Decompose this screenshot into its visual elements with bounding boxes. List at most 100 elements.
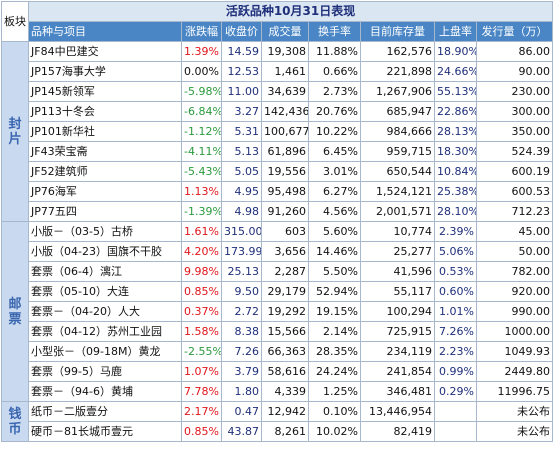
cell-change: 1.58% xyxy=(181,321,222,342)
cell-close: 8.38 xyxy=(221,321,262,342)
cell-volume: 91,260 xyxy=(261,201,309,222)
cell-stock: 55,117 xyxy=(360,281,435,302)
header-listing: 上盘率 xyxy=(434,21,477,42)
cell-name: JP77五四 xyxy=(28,201,182,222)
cell-change: 2.17% xyxy=(181,401,222,422)
table-row: JP76海军 1.13% 4.95 95,498 6.27% 1,524,121 25.38… xyxy=(2,181,554,202)
cell-stock: 1,524,121 xyxy=(360,181,435,202)
cell-name: 套票（05-10）大连 xyxy=(28,281,182,302)
cell-close: 0.47 xyxy=(221,401,262,422)
cell-stock: 82,419 xyxy=(360,421,435,442)
cell-issue: 600.19 xyxy=(475,161,554,182)
cell-listing: 25.38% xyxy=(434,181,477,202)
cell-turnover: 19.15% xyxy=(308,301,361,322)
header-name: 品种与项目 xyxy=(28,21,182,42)
cell-listing: 2.39% xyxy=(434,221,477,242)
cell-volume: 2,287 xyxy=(261,261,309,282)
cell-turnover: 20.76% xyxy=(308,101,361,122)
cell-name: 套票（06-4）漓江 xyxy=(28,261,182,282)
cell-volume: 19,292 xyxy=(261,301,309,322)
table-row: 硬币－81长城币壹元 0.85% 43.87 8,261 10.02% 82,419 未公布 xyxy=(2,421,554,442)
table-row: JP157海事大学 0.00% 12.53 1,461 0.66% 221,898 24.6… xyxy=(2,61,554,82)
cell-change: 0.85% xyxy=(181,421,222,442)
cell-change: 4.20% xyxy=(181,241,222,262)
cell-volume: 58,616 xyxy=(261,361,309,382)
cell-issue: 50.00 xyxy=(475,241,554,262)
table-row: 套票－（04-20）人大 0.37% 2.72 19,292 19.15% 100,294… xyxy=(2,301,554,322)
cell-stock: 725,915 xyxy=(360,321,435,342)
cell-stock: 959,715 xyxy=(360,141,435,162)
cell-listing: 22.86% xyxy=(434,101,477,122)
cell-turnover: 2.14% xyxy=(308,321,361,342)
cell-change: -4.11% xyxy=(181,141,222,162)
cell-listing: 1.01% xyxy=(434,301,477,322)
header-turnover: 换手率 xyxy=(308,21,361,42)
section-label: 邮票 xyxy=(1,221,29,402)
header-change: 涨跌幅 xyxy=(181,21,222,42)
cell-stock: 241,854 xyxy=(360,361,435,382)
cell-volume: 29,179 xyxy=(261,281,309,302)
cell-turnover: 52.94% xyxy=(308,281,361,302)
cell-close: 2.72 xyxy=(221,301,262,322)
cell-stock: 221,898 xyxy=(360,61,435,82)
cell-stock: 162,576 xyxy=(360,41,435,62)
table-row: 封片 JF84中巴建交 1.39% 14.59 19,308 11.88% 162,576 1… xyxy=(1,41,554,222)
cell-issue: 712.23 xyxy=(475,201,554,222)
cell-turnover: 4.56% xyxy=(308,201,361,222)
cell-close: 4.98 xyxy=(221,201,262,222)
table-row: JF43荣宝斋 -4.11% 5.13 61,896 6.45% 959,715 18.30… xyxy=(2,141,554,162)
cell-change: 0.85% xyxy=(181,281,222,302)
cell-close: 25.13 xyxy=(221,261,262,282)
cell-turnover: 24.24% xyxy=(308,361,361,382)
cell-volume: 95,498 xyxy=(261,181,309,202)
table-row: JP145新领军 -5.98% 11.00 34,639 2.73% 1,267,906 5… xyxy=(2,81,554,102)
cell-name: 套票（04-12）苏州工业园 xyxy=(28,321,182,342)
cell-change: -6.84% xyxy=(181,101,222,122)
cell-volume: 15,566 xyxy=(261,321,309,342)
table-row: 邮票 小版－（03-5）古桥 1.61% 315.00 603 5.60% 10,774 2.… xyxy=(1,221,554,402)
cell-volume: 66,363 xyxy=(261,341,309,362)
corner-label: 板块 xyxy=(1,1,29,42)
table-row: 钱币 纸币－二版壹分 2.17% 0.47 12,942 0.10% 13,446,954 未… xyxy=(1,401,554,442)
cell-change: -1.39% xyxy=(181,201,222,222)
cell-turnover: 11.88% xyxy=(308,41,361,62)
cell-change: 9.98% xyxy=(181,261,222,282)
cell-name: JF84中巴建交 xyxy=(28,41,182,62)
cell-listing: 2.23% xyxy=(434,341,477,362)
cell-name: JP113十冬会 xyxy=(28,101,182,122)
cell-issue: 未公布 xyxy=(475,401,554,422)
cell-change: 1.39% xyxy=(181,41,222,62)
cell-close: 14.59 xyxy=(221,41,262,62)
cell-name: 套票－（04-20）人大 xyxy=(28,301,182,322)
cell-volume: 603 xyxy=(261,221,309,242)
table-row: 小版（04-23）国旗不干胶 4.20% 173.99 3,656 14.46% 25,2… xyxy=(2,241,554,262)
cell-volume: 34,639 xyxy=(261,81,309,102)
cell-stock: 13,446,954 xyxy=(360,401,435,422)
cell-volume: 1,461 xyxy=(261,61,309,82)
cell-listing: 5.06% xyxy=(434,241,477,262)
cell-change: 1.13% xyxy=(181,181,222,202)
cell-volume: 19,308 xyxy=(261,41,309,62)
cell-volume: 61,896 xyxy=(261,141,309,162)
cell-turnover: 0.10% xyxy=(308,401,361,422)
cell-close: 4.95 xyxy=(221,181,262,202)
cell-name: JP157海事大学 xyxy=(28,61,182,82)
cell-volume: 4,339 xyxy=(261,381,309,402)
cell-issue: 990.00 xyxy=(475,301,554,322)
performance-table: 板块 活跃品种10月31日表现 品种与项目 涨跌幅 收盘价 成交量 换手率 目前… xyxy=(1,1,554,442)
cell-issue: 300.00 xyxy=(475,101,554,122)
cell-listing: 0.99% xyxy=(434,361,477,382)
cell-close: 9.50 xyxy=(221,281,262,302)
cell-name: 硬币－81长城币壹元 xyxy=(28,421,182,442)
cell-listing xyxy=(434,401,477,422)
cell-listing: 7.26% xyxy=(434,321,477,342)
cell-change: -5.98% xyxy=(181,81,222,102)
cell-issue: 45.00 xyxy=(475,221,554,242)
cell-name: 套票（99-5）马鹿 xyxy=(28,361,182,382)
table-row: 套票（05-10）大连 0.85% 9.50 29,179 52.94% 55,117 0.… xyxy=(2,281,554,302)
table-row: 小型张－（09-18M）黄龙 -2.55% 7.26 66,363 28.35% 234,… xyxy=(2,341,554,362)
cell-close: 315.00 xyxy=(221,221,262,242)
cell-stock: 10,774 xyxy=(360,221,435,242)
cell-issue: 1000.00 xyxy=(475,321,554,342)
